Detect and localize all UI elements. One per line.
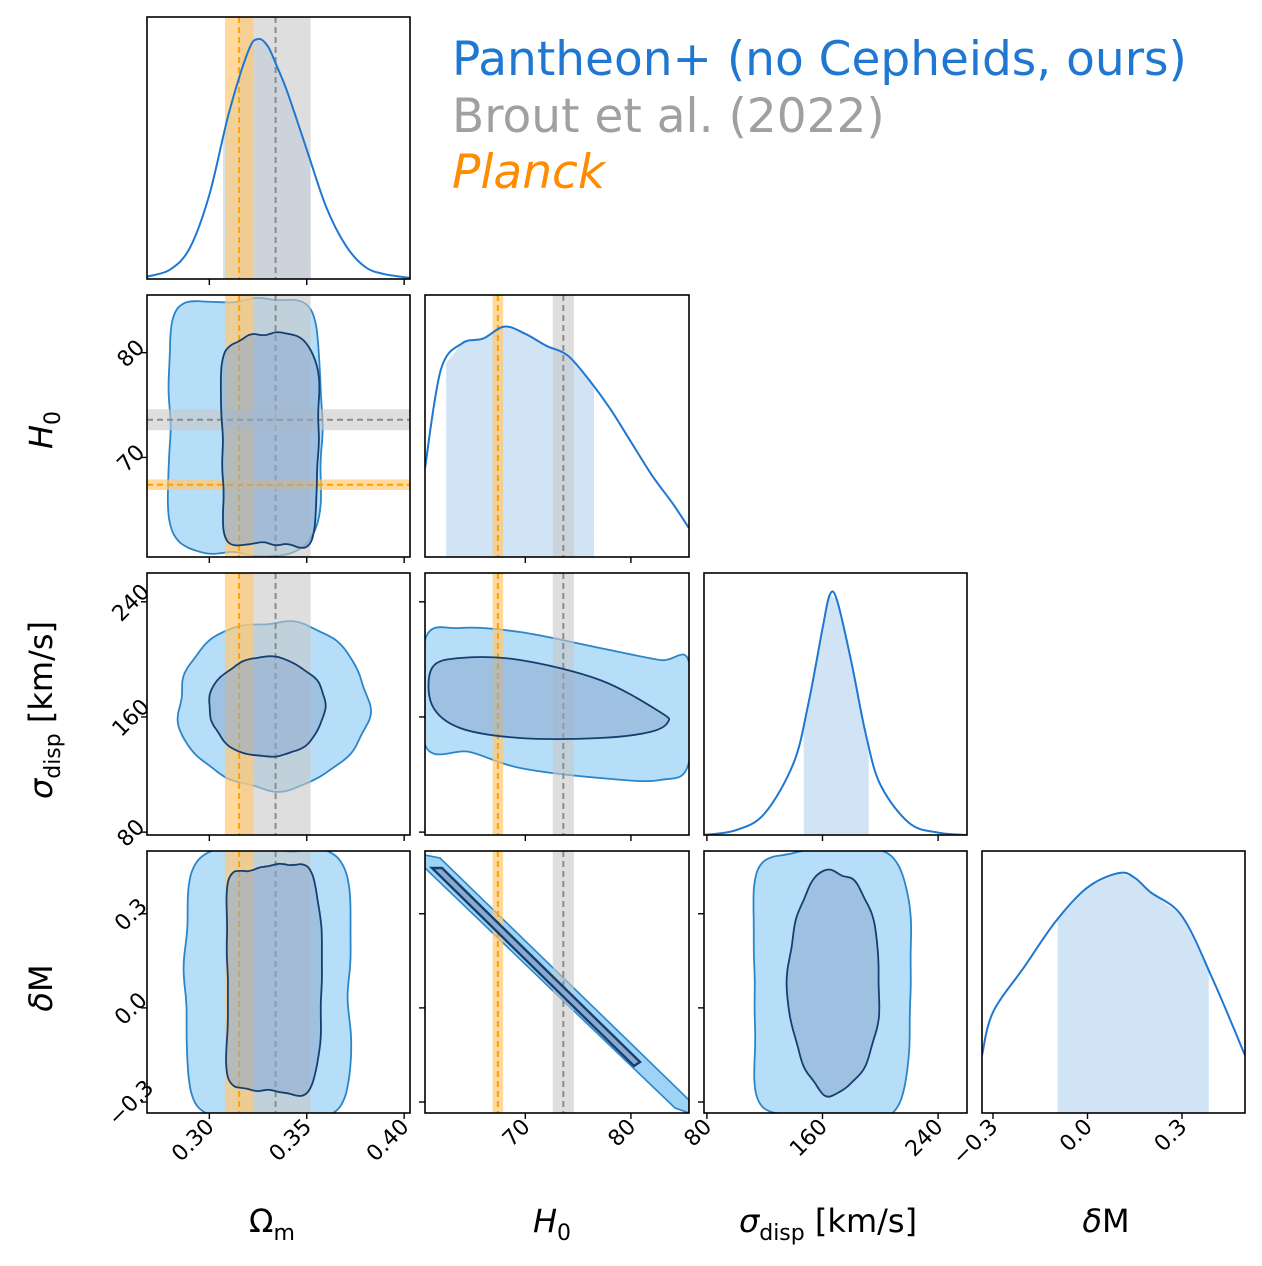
panel-frame-0-3 xyxy=(146,850,411,1114)
contour-68 xyxy=(785,868,881,1098)
contour-68 xyxy=(225,862,323,1097)
contour-sigma-dm xyxy=(752,851,913,1113)
x-tick-label: 0.0 xyxy=(1055,1115,1097,1157)
contour-om-sigma xyxy=(176,573,372,835)
marginal-h0 xyxy=(425,295,689,557)
x-tick-label: 70 xyxy=(498,1115,535,1152)
marginal-interval-dm xyxy=(1057,873,1209,1113)
legend-ours: Pantheon+ (no Cepheids, ours) xyxy=(452,32,1187,87)
marginal-interval-sigma xyxy=(803,595,869,835)
marginal-curve-h0 xyxy=(425,325,689,529)
x-tick-label: −0.3 xyxy=(948,1115,1003,1170)
x-tick-label: 240 xyxy=(901,1115,948,1162)
x-tick-label: 0.35 xyxy=(265,1115,317,1167)
panel-frame-1-1 xyxy=(424,294,690,558)
legend-brout: Brout et al. (2022) xyxy=(452,89,885,144)
y-tick-label: 80 xyxy=(113,815,150,852)
contour-68 xyxy=(427,656,671,740)
y-tick-label: −0.3 xyxy=(104,1076,159,1131)
contour-68 xyxy=(208,655,327,758)
y-tick-label: 80 xyxy=(113,335,150,372)
x-label-h0: H0 xyxy=(533,1202,571,1246)
contour-68 xyxy=(219,331,321,549)
y-label-h0: H0 xyxy=(22,411,66,449)
y-label-sigma: σdisp [km/s] xyxy=(22,621,66,799)
x-tick-label: 160 xyxy=(785,1115,832,1162)
contour-om-h0 xyxy=(147,295,410,557)
marginal-dm xyxy=(982,871,1245,1113)
contour-om-dm xyxy=(182,851,353,1113)
x-label-sigma: σdisp [km/s] xyxy=(739,1202,917,1246)
contour-68 xyxy=(429,866,642,1068)
contour-h0-sigma xyxy=(425,573,689,835)
y-tick-label: 160 xyxy=(108,695,155,742)
x-tick-label: 80 xyxy=(680,1115,717,1152)
marginal-om xyxy=(147,17,410,279)
panel-frame-1-3 xyxy=(424,850,690,1114)
marginal-sigma xyxy=(704,590,967,835)
panel-frame-0-1 xyxy=(146,294,411,558)
panel-frame-2-3 xyxy=(703,850,968,1114)
marginal-curve-om xyxy=(147,37,410,279)
x-label-om: Ωm xyxy=(249,1202,295,1246)
panel-frame-3-3 xyxy=(981,850,1246,1114)
x-tick-label: 80 xyxy=(604,1115,641,1152)
panel-frame-1-2 xyxy=(424,572,690,836)
y-tick-label: 70 xyxy=(113,440,150,477)
panel-frame-0-0 xyxy=(146,16,411,280)
panel-frame-0-2 xyxy=(146,572,411,836)
marginal-curve-dm xyxy=(982,871,1245,1056)
marginal-curve-sigma xyxy=(704,590,967,835)
x-tick-label: 0.30 xyxy=(167,1115,219,1167)
panel-frame-2-2 xyxy=(703,572,968,836)
y-label-dm: δM xyxy=(22,964,60,1011)
x-tick-label: 0.3 xyxy=(1150,1115,1192,1157)
x-tick-label: 0.40 xyxy=(362,1115,414,1167)
legend-planck: Planck xyxy=(452,145,607,200)
y-tick-label: 240 xyxy=(108,580,155,627)
x-label-dm: δM xyxy=(1082,1202,1129,1240)
contour-h0-dm xyxy=(425,851,689,1113)
